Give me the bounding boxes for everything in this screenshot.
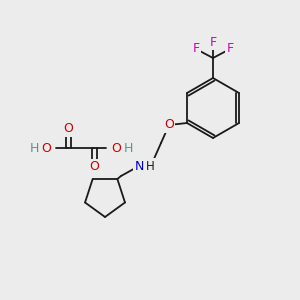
Text: O: O [89, 160, 99, 173]
Text: F: F [226, 43, 234, 56]
Text: H: H [146, 160, 154, 172]
Text: O: O [164, 118, 174, 131]
Text: F: F [209, 35, 217, 49]
Text: F: F [192, 43, 200, 56]
Text: H: H [29, 142, 39, 154]
Text: N: N [134, 160, 144, 172]
Text: O: O [41, 142, 51, 154]
Text: O: O [111, 142, 121, 154]
Text: H: H [123, 142, 133, 154]
Text: O: O [63, 122, 73, 136]
